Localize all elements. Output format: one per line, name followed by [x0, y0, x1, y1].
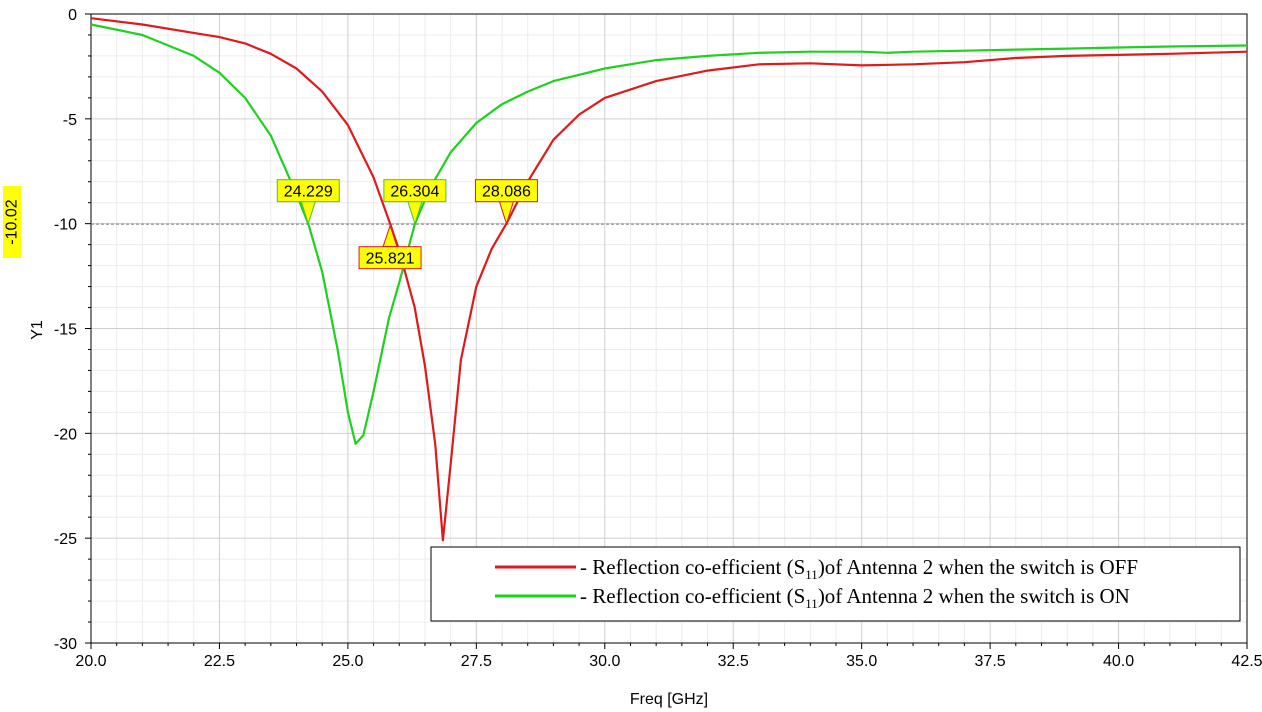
series-line-off [90, 17, 1248, 542]
x-tick-label: 32.5 [718, 653, 749, 670]
y-tick-label: -20 [54, 426, 77, 443]
y-tick-label: -5 [63, 112, 77, 129]
legend: - Reflection co-efficient (S11)of Antenn… [430, 546, 1241, 622]
y-tick-label: -15 [54, 322, 77, 339]
marker-label: 28.086 [482, 184, 531, 201]
x-tick-label: 22.5 [204, 653, 235, 670]
x-axis-title: Freq [GHz] [630, 691, 708, 708]
x-tick-label: 40.0 [1103, 653, 1134, 670]
markers-layer: 24.229 26.304 28.086 25.821 [276, 179, 538, 270]
marker-box [276, 179, 340, 203]
marker-label: 24.229 [284, 184, 333, 201]
x-tick-label: 30.0 [589, 653, 620, 670]
marker-label: 26.304 [390, 184, 439, 201]
y-axis-title: Y1 [29, 320, 46, 340]
marker-box [383, 179, 447, 203]
series-line-on [90, 23, 1248, 445]
ticks-layer: 20.0 22.5 25.0 27.5 30.0 32.5 35.0 37.5 40.0 42.5… [54, 7, 1262, 670]
marker-24.229: 24.229 [276, 179, 340, 226]
x-tick-label: 37.5 [975, 653, 1006, 670]
legend-entry-label: - Reflection co-efficient (S11)of Antenn… [580, 555, 1138, 582]
series-layer [90, 17, 1248, 542]
x-tick-label: 20.0 [75, 653, 106, 670]
marker-box [358, 246, 422, 270]
x-tick-label: 35.0 [846, 653, 877, 670]
marker-26.304: 26.304 [383, 179, 447, 226]
legend-box [430, 546, 1241, 622]
reference-line-label: -10.02 [3, 186, 21, 258]
x-tick-label: 27.5 [461, 653, 492, 670]
x-tick-label: 25.0 [332, 653, 363, 670]
marker-label: 25.821 [366, 251, 415, 268]
y-tick-label: -25 [54, 531, 77, 548]
reference-line-value: -10.02 [4, 199, 21, 244]
legend-entry-label: - Reflection co-efficient (S11)of Antenn… [580, 584, 1130, 611]
marker-25.821: 25.821 [358, 224, 422, 270]
x-tick-label: 42.5 [1231, 653, 1262, 670]
y-tick-label: -10 [54, 217, 77, 234]
marker-box [474, 179, 538, 203]
y-tick-label: 0 [68, 7, 77, 24]
y-tick-label: -30 [54, 636, 77, 653]
marker-28.086: 28.086 [474, 179, 538, 226]
